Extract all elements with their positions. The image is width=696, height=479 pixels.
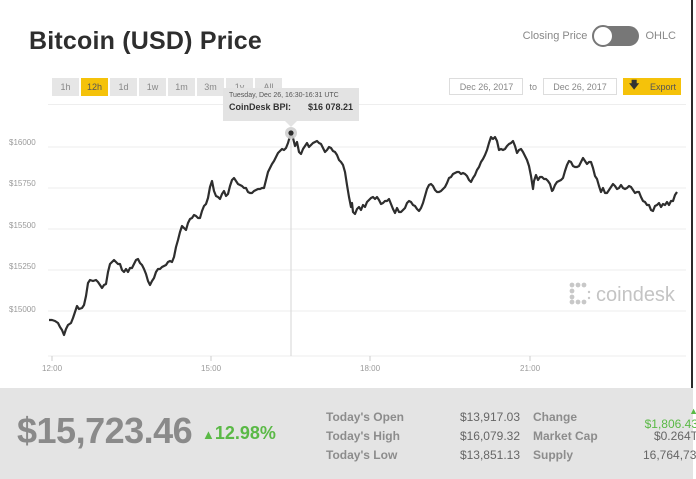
x-tick-1200: 12:00	[42, 364, 63, 373]
y-tick-15750: $15750	[9, 179, 36, 188]
range-1h-button[interactable]: 1h	[52, 78, 79, 96]
stat-value: ▲ $1,806.43	[643, 403, 696, 431]
range-1m-button[interactable]: 1m	[168, 78, 195, 96]
export-label: Export	[649, 81, 676, 92]
stat-label: Market Cap	[533, 428, 598, 443]
stats-row: Today's Open $13,917.03 Change ▲ $1,806.…	[326, 406, 696, 431]
change-percent-value: 12.98%	[214, 423, 276, 443]
x-tick-2100: 21:00	[520, 364, 541, 373]
range-1w-button[interactable]: 1w	[139, 78, 166, 96]
divider	[48, 104, 686, 105]
x-tick-1500: 15:00	[201, 364, 222, 373]
price-line	[49, 131, 678, 337]
stats-row: Today's Low $13,851.13 Supply 16,764,738	[326, 445, 696, 464]
coindesk-logo-text: coindesk	[596, 284, 676, 306]
stat-value: $13,851.13	[459, 447, 520, 462]
tooltip-value: $16 078.21	[307, 102, 353, 112]
stat-label: Supply	[533, 447, 574, 462]
hover-marker	[288, 130, 294, 136]
change-percent: ▲12.98%	[202, 423, 276, 444]
chart-type-toggle[interactable]	[592, 25, 640, 47]
stat-label: Change	[533, 409, 578, 424]
page-title: Bitcoin (USD) Price	[29, 27, 262, 55]
closing-price-label: Closing Price	[522, 30, 588, 42]
current-price: $15,723.46	[17, 410, 193, 451]
export-button[interactable]: 🡇 Export	[623, 78, 681, 95]
range-1d-button[interactable]: 1d	[110, 78, 137, 96]
price-chart[interactable]: $16000 $15750 $15500 $15250 $15000 12:00…	[0, 105, 693, 385]
x-tick-1800: 18:00	[360, 364, 381, 373]
download-arrow-icon: 🡇	[629, 80, 640, 91]
price-tooltip: Tuesday, Dec 26, 16:30-16:31 UTC CoinDes…	[223, 88, 359, 127]
stat-label: Today's High	[326, 428, 400, 443]
y-tick-15500: $15500	[9, 221, 36, 230]
stat-label: Today's Low	[326, 447, 398, 462]
stats-row: Today's High $16,079.32 Market Cap $0.26…	[326, 426, 696, 445]
range-12h-button[interactable]: 12h	[81, 78, 108, 96]
stats-table: Today's Open $13,917.03 Change ▲ $1,806.…	[326, 406, 696, 464]
up-triangle-icon: ▲	[202, 427, 215, 442]
y-tick-15250: $15250	[9, 262, 36, 271]
stat-value: $16,079.32	[459, 428, 520, 443]
stat-label: Today's Open	[326, 409, 404, 424]
y-tick-16000: $16000	[9, 138, 36, 147]
range-3m-button[interactable]: 3m	[197, 78, 224, 96]
stat-value: 16,764,738	[643, 447, 696, 462]
date-range: Dec 26, 2017 to Dec 26, 2017 🡇 Export	[449, 78, 681, 95]
chart-type-toggle-group: Closing Price OHLC	[522, 25, 676, 47]
tooltip-label: CoinDesk BPI:	[229, 102, 292, 112]
coindesk-watermark: coindesk	[569, 282, 676, 306]
y-axis-labels: $16000 $15750 $15500 $15250 $15000	[9, 138, 36, 314]
x-axis-labels: 12:00 15:00 18:00 21:00	[42, 364, 541, 373]
ohlc-label: OHLC	[645, 30, 676, 42]
tooltip-time: Tuesday, Dec 26, 16:30-16:31 UTC	[229, 92, 339, 99]
y-tick-15000: $15000	[9, 305, 36, 314]
toggle-knob	[592, 25, 615, 47]
stat-value: $13,917.03	[459, 409, 520, 424]
date-to-input[interactable]: Dec 26, 2017	[543, 78, 617, 95]
stat-value: $0.264T	[653, 428, 696, 443]
date-separator: to	[529, 81, 537, 92]
price-summary: $15,723.46 ▲12.98% Today's Open $13,917.…	[0, 388, 696, 479]
change-amount: $1,806.43	[644, 416, 696, 431]
gridlines	[48, 146, 686, 357]
up-triangle-icon: ▲	[689, 405, 696, 416]
date-from-input[interactable]: Dec 26, 2017	[449, 78, 524, 95]
